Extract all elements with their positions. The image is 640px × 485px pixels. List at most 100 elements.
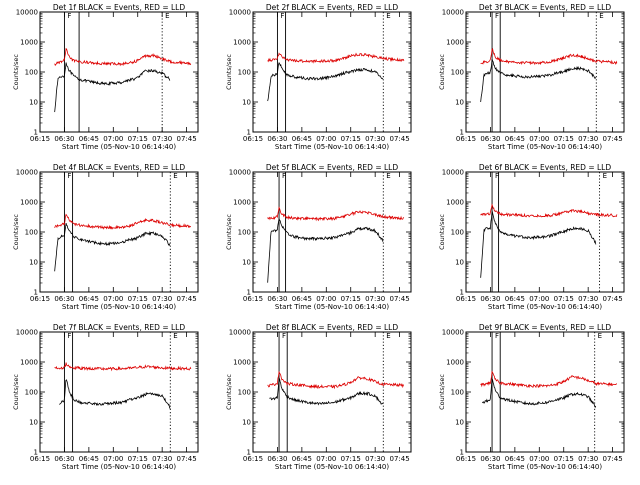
lld-series-line — [267, 52, 405, 64]
y-tick-label: 100 — [451, 69, 464, 77]
detector-panel: Det 1f BLACK = Events, RED = LLD 1 10 100 10… — [12, 3, 199, 151]
y-tick-label: 1 — [247, 289, 251, 297]
y-tick-label: 100 — [25, 389, 38, 397]
detector-panel: Det 3f BLACK = Events, RED = LLD 1 10 100 10… — [438, 3, 625, 151]
y-tick-label: 10 — [242, 419, 251, 427]
eclipse-marker-label: E — [165, 12, 169, 20]
lld-series-line — [267, 206, 405, 222]
x-tick-label: 07:45 — [603, 135, 623, 143]
y-tick-label: 1 — [34, 289, 38, 297]
y-tick-label: 100 — [25, 229, 38, 237]
y-tick-label: 1000 — [20, 199, 38, 207]
x-tick-label: 07:30 — [578, 455, 598, 463]
y-tick-label: 100 — [238, 69, 251, 77]
eclipse-marker-label: E — [386, 12, 390, 20]
y-tick-label: 1000 — [20, 39, 38, 47]
flare-marker-label: F — [67, 332, 71, 340]
x-tick-label: 06:45 — [292, 295, 312, 303]
y-axis-label: Counts/sec — [225, 374, 233, 410]
panel-title: Det 9f BLACK = Events, RED = LLD — [479, 323, 612, 332]
eclipse-marker-label: E — [598, 332, 602, 340]
x-tick-label: 06:30 — [480, 135, 500, 143]
x-tick-label: 07:30 — [578, 295, 598, 303]
flare-marker-label: F — [282, 332, 286, 340]
x-axis-label: Start Time (05-Nov-10 06:14:40) — [488, 143, 602, 151]
y-tick-label: 1000 — [233, 39, 251, 47]
y-tick-label: 100 — [451, 229, 464, 237]
y-axis-label: Counts/sec — [12, 214, 20, 250]
y-tick-label: 10 — [242, 99, 251, 107]
y-tick-label: 10 — [29, 419, 38, 427]
y-axis-label: Counts/sec — [438, 54, 446, 90]
events-series-line — [59, 379, 171, 409]
flare-marker-label: F — [495, 12, 499, 20]
x-tick-label: 07:15 — [341, 455, 361, 463]
y-tick-label: 10000 — [16, 329, 38, 337]
eclipse-marker-label: E — [603, 172, 607, 180]
detector-panel: Det 6f BLACK = Events, RED = LLD 1 10 100 10… — [438, 163, 625, 311]
y-tick-label: 1 — [460, 129, 464, 137]
lld-series-line — [54, 362, 192, 372]
y-tick-label: 1000 — [446, 199, 464, 207]
y-tick-label: 10 — [455, 99, 464, 107]
y-axis-label: Counts/sec — [438, 214, 446, 250]
y-tick-label: 100 — [238, 229, 251, 237]
x-tick-label: 06:30 — [54, 455, 74, 463]
x-tick-label: 07:45 — [390, 295, 410, 303]
panel-title: Det 4f BLACK = Events, RED = LLD — [53, 163, 186, 172]
x-tick-label: 06:30 — [267, 135, 287, 143]
y-tick-label: 10000 — [16, 169, 38, 177]
x-tick-label: 07:30 — [578, 135, 598, 143]
x-tick-label: 07:45 — [177, 135, 197, 143]
x-tick-label: 07:30 — [152, 135, 172, 143]
y-axis-label: Counts/sec — [12, 374, 20, 410]
lld-series-line — [54, 213, 191, 230]
flare-marker-label: F — [280, 12, 284, 20]
x-tick-label: 07:15 — [554, 455, 574, 463]
detector-panel: Det 8f BLACK = Events, RED = LLD 1 10 100 10… — [225, 323, 412, 471]
eclipse-marker-label: E — [173, 172, 177, 180]
x-tick-label: 06:30 — [480, 295, 500, 303]
x-tick-label: 07:15 — [341, 135, 361, 143]
lld-series-line — [54, 47, 192, 67]
detector-panel: Det 2f BLACK = Events, RED = LLD 1 10 100 10… — [225, 3, 412, 151]
x-tick-label: 07:00 — [103, 455, 123, 463]
x-tick-label: 06:30 — [54, 135, 74, 143]
x-tick-label: 06:45 — [79, 295, 99, 303]
x-axis-label: Start Time (05-Nov-10 06:14:40) — [62, 463, 176, 471]
y-tick-label: 10000 — [442, 9, 464, 17]
x-tick-label: 06:15 — [30, 295, 50, 303]
x-tick-label: 06:45 — [505, 295, 525, 303]
flare-marker-label: F — [282, 172, 286, 180]
y-tick-label: 10000 — [229, 9, 251, 17]
y-tick-label: 1000 — [20, 359, 38, 367]
events-series-line — [480, 58, 597, 103]
x-axis-label: Start Time (05-Nov-10 06:14:40) — [275, 303, 389, 311]
y-tick-label: 10 — [455, 259, 464, 267]
lld-series-line — [267, 370, 404, 390]
eclipse-marker-label: E — [173, 332, 177, 340]
y-tick-label: 100 — [451, 389, 464, 397]
x-tick-label: 07:45 — [603, 455, 623, 463]
x-tick-label: 06:45 — [505, 455, 525, 463]
events-series-line — [269, 377, 384, 406]
x-tick-label: 06:30 — [267, 455, 287, 463]
x-tick-label: 06:45 — [292, 135, 312, 143]
x-tick-label: 07:30 — [152, 295, 172, 303]
panel-title: Det 8f BLACK = Events, RED = LLD — [266, 323, 399, 332]
x-tick-label: 06:15 — [456, 295, 476, 303]
x-tick-label: 06:45 — [505, 135, 525, 143]
x-tick-label: 07:45 — [390, 135, 410, 143]
x-tick-label: 07:00 — [316, 455, 336, 463]
detector-panel: Det 5f BLACK = Events, RED = LLD 1 10 100 10… — [225, 163, 412, 311]
x-tick-label: 07:15 — [128, 295, 148, 303]
x-axis-label: Start Time (05-Nov-10 06:14:40) — [488, 303, 602, 311]
x-tick-label: 07:00 — [529, 295, 549, 303]
y-tick-label: 10 — [29, 259, 38, 267]
x-tick-label: 07:45 — [177, 455, 197, 463]
panel-title: Det 3f BLACK = Events, RED = LLD — [479, 3, 612, 12]
x-tick-label: 06:15 — [243, 295, 263, 303]
y-axis-label: Counts/sec — [12, 54, 20, 90]
events-series-line — [54, 222, 171, 272]
